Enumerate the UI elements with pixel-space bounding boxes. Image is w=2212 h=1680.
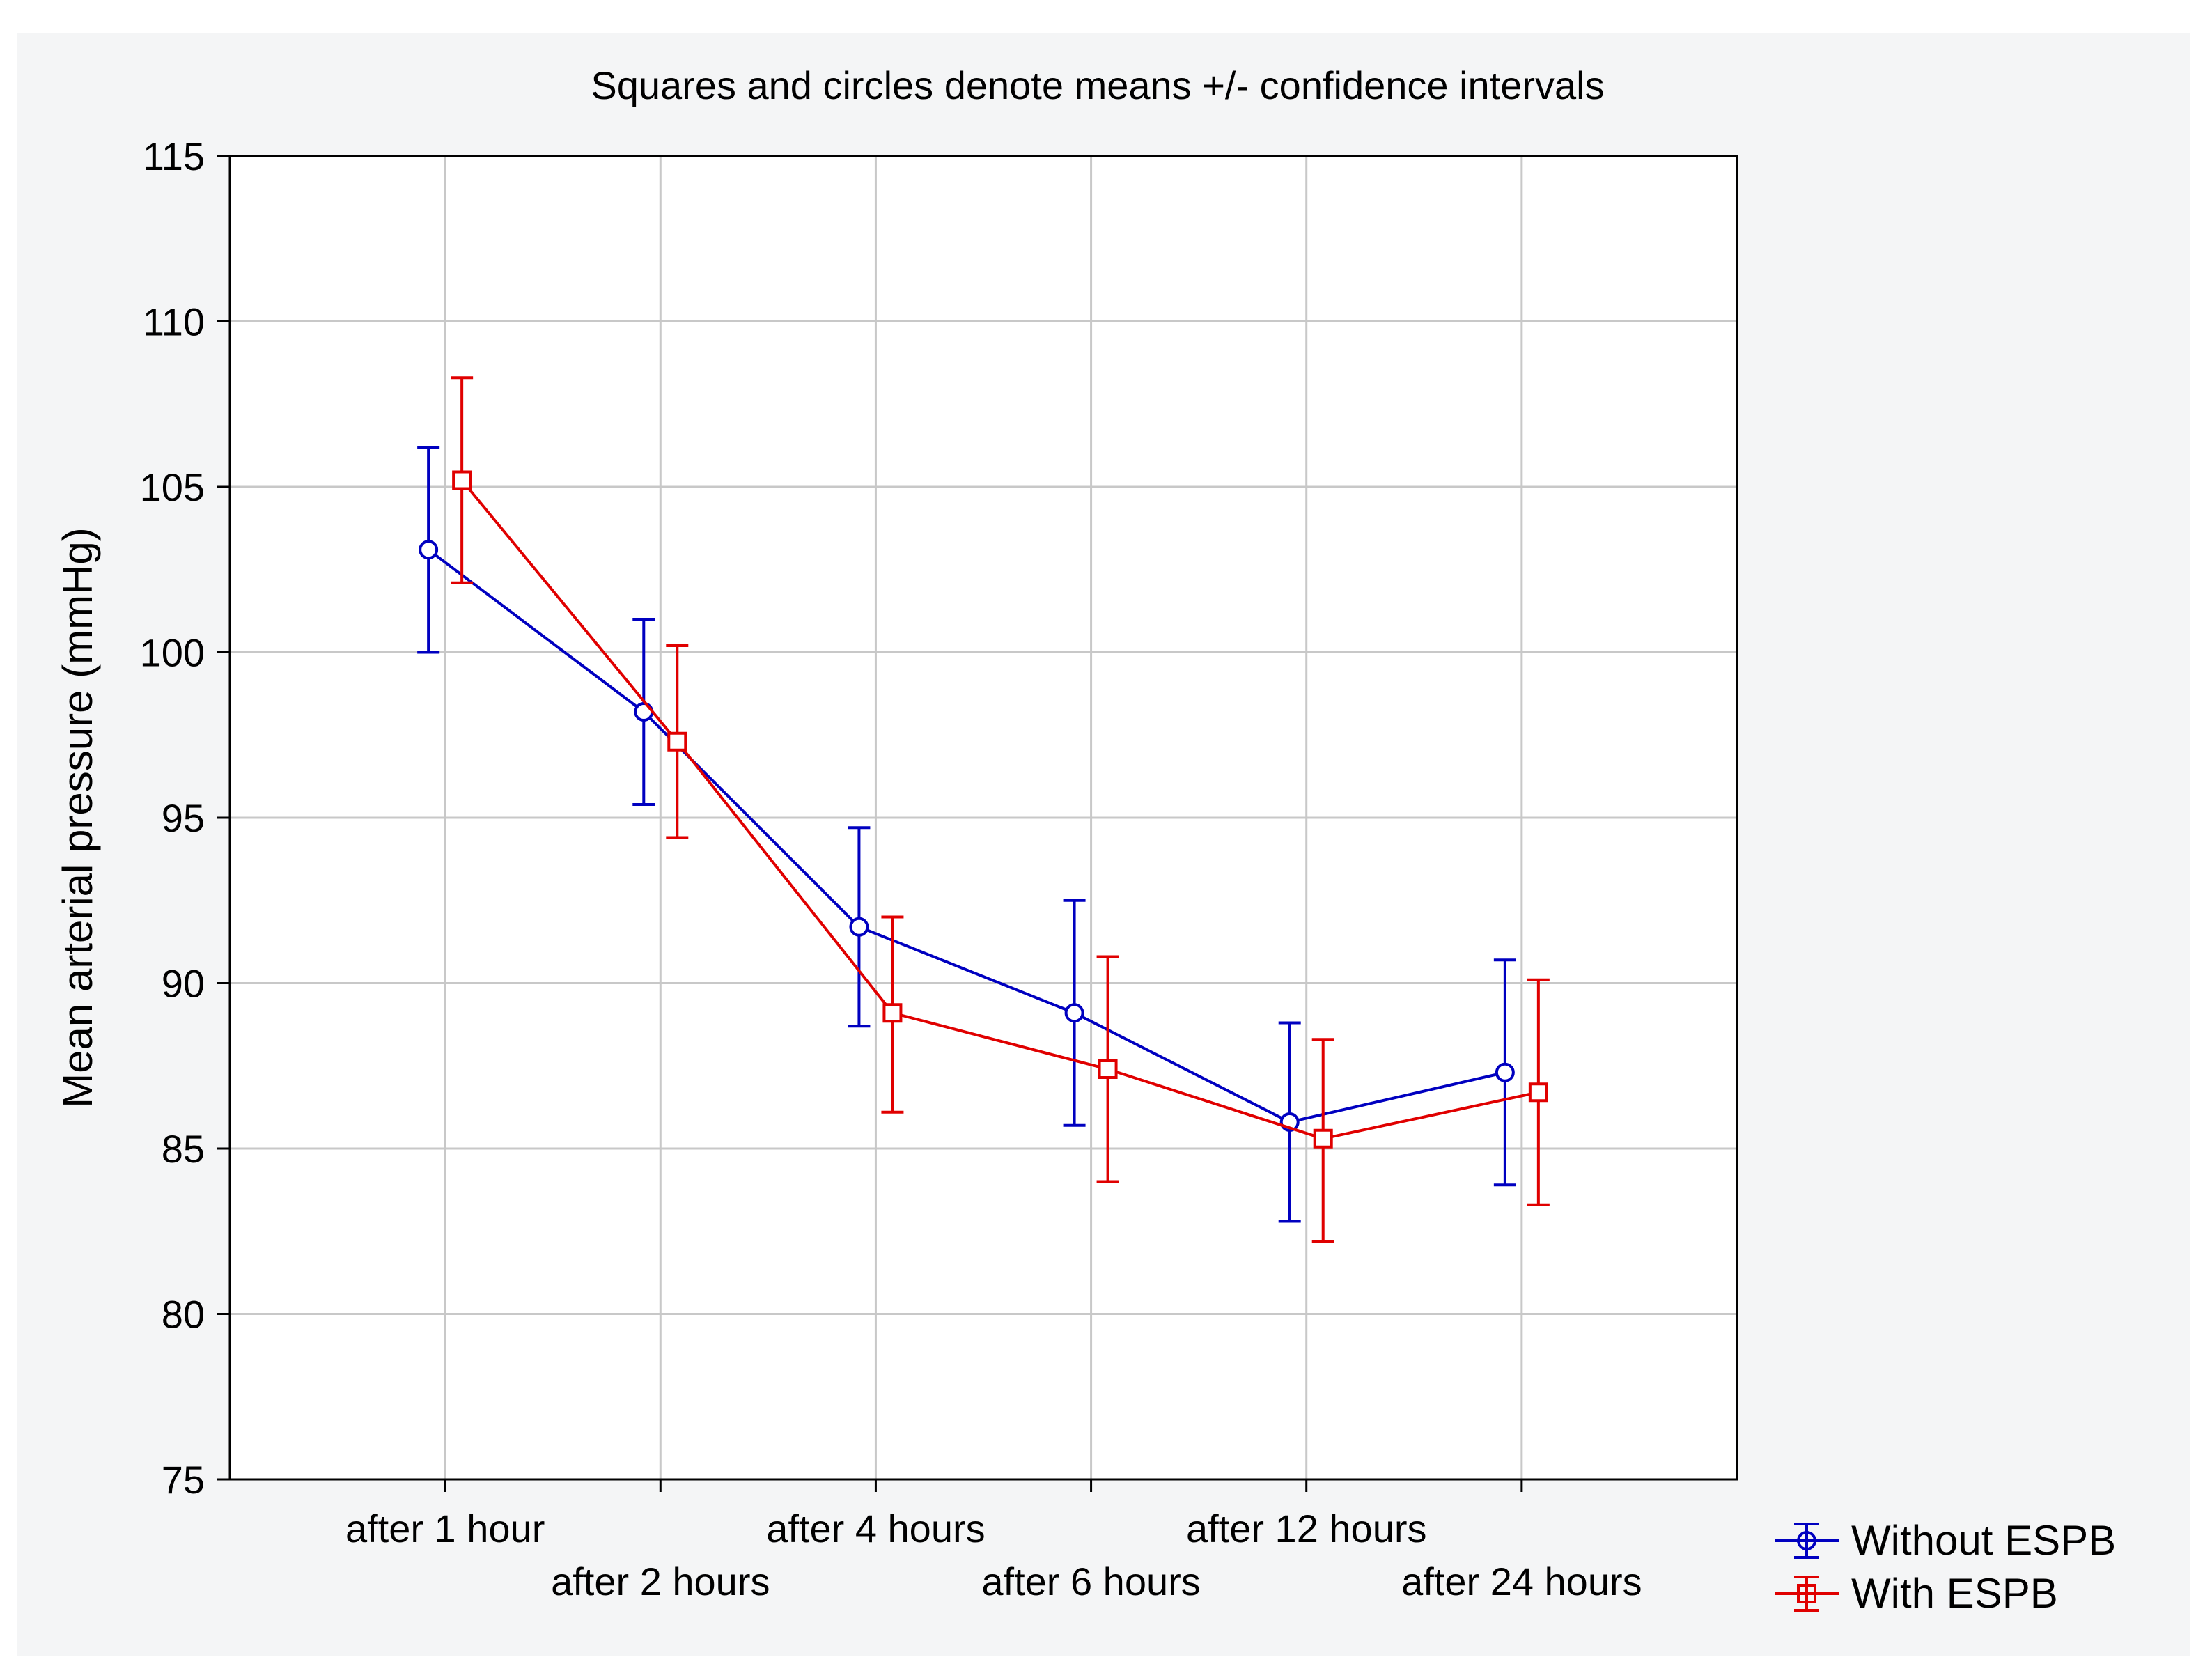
x-tick-label: after 6 hours [981, 1560, 1200, 1603]
data-point-square [882, 1003, 903, 1023]
y-axis-label: Mean arterial pressure (mmHg) [54, 527, 101, 1108]
legend-square-marker-icon [1797, 1584, 1816, 1603]
data-point-circle [849, 917, 869, 937]
y-tick-label: 95 [162, 796, 205, 840]
y-tick-label: 100 [140, 631, 205, 675]
x-tick-label: after 24 hours [1401, 1560, 1642, 1603]
data-point-circle [1064, 1003, 1084, 1023]
y-tick-label: 90 [162, 962, 205, 1006]
legend: Without ESPB With ESPB [1775, 1517, 2116, 1617]
y-tick-label: 110 [143, 300, 205, 344]
data-point-circle [1495, 1062, 1515, 1082]
y-axis-ticks: 75 80 85 90 95 100 105 110 115 [140, 134, 230, 1502]
chart-frame: 75 80 85 90 95 100 105 110 115 after 1 hour after… [17, 33, 2190, 1656]
y-tick-label: 115 [143, 134, 205, 178]
data-point-square [667, 731, 687, 752]
y-tick-label: 105 [140, 465, 205, 509]
legend-label-with-espb: With ESPB [1851, 1570, 2058, 1617]
data-point-square [1313, 1128, 1333, 1149]
x-tick-label: after 4 hours [766, 1507, 985, 1550]
legend-circle-marker-icon [1797, 1531, 1816, 1550]
series-line [427, 548, 1506, 1124]
x-tick-label: after 1 hour [345, 1507, 545, 1550]
legend-entry-without-espb: Without ESPB [1775, 1517, 2116, 1564]
x-tick-label: after 12 hours [1186, 1507, 1427, 1550]
y-tick-label: 85 [162, 1127, 205, 1171]
x-tick-label: after 2 hours [551, 1560, 770, 1603]
series-layer [417, 376, 1550, 1243]
data-point-square [452, 470, 472, 490]
plot-border [228, 155, 1738, 1481]
data-point-square [1528, 1082, 1548, 1103]
data-point-circle [419, 540, 439, 560]
legend-label-without-espb: Without ESPB [1851, 1517, 2116, 1564]
data-point-square [1098, 1059, 1118, 1079]
y-tick-label: 80 [162, 1293, 205, 1337]
series-line [460, 479, 1539, 1140]
grid-lines [230, 156, 1737, 1479]
legend-entry-with-espb: With ESPB [1775, 1570, 2058, 1617]
series-with-espb [451, 376, 1550, 1243]
chart-title: Squares and circles denote means +/- con… [591, 63, 1604, 107]
y-tick-label: 75 [162, 1458, 205, 1502]
